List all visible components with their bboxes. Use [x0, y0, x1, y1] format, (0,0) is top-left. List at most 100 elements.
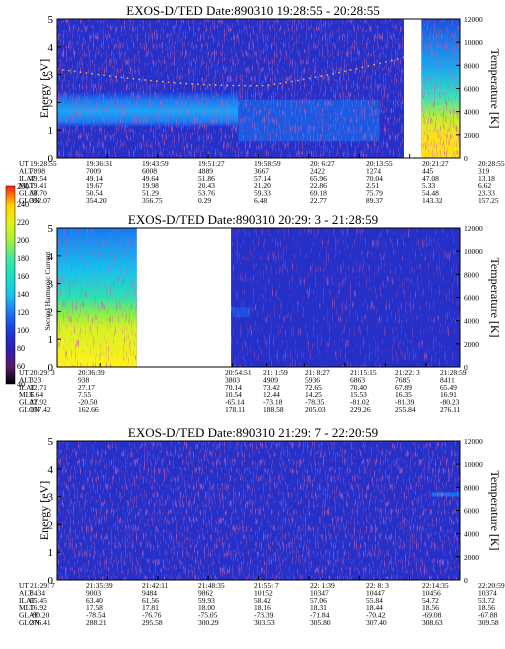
table-cell: 295.58 — [142, 618, 163, 627]
table-cell: -80.23 — [440, 398, 460, 407]
temperature-point — [343, 70, 346, 73]
table-cell: 6008 — [142, 166, 157, 175]
table-row-label: GLON — [19, 405, 40, 414]
table-cell: 308.63 — [422, 618, 443, 627]
colorbar-tick-label: 120 — [17, 308, 29, 317]
colorbar-label: Second Harmonic Current — [43, 251, 52, 331]
panel-3: EXOS-D/TED Date:890310 21:29: 7 - 22:20:… — [19, 425, 505, 627]
y2-tick-label: 2000 — [464, 131, 479, 140]
table-cell: 6863 — [350, 375, 365, 384]
table-cell: 17.81 — [142, 603, 159, 612]
table-cell: 65.96 — [310, 174, 327, 183]
temperature-point — [73, 70, 76, 73]
temperature-point — [373, 63, 376, 66]
table-cell: 288.21 — [86, 618, 107, 627]
table-cell: 51.29 — [142, 189, 159, 198]
y2-axis-label: Temperature [K] — [488, 48, 502, 128]
table-row-label: GLAT — [19, 611, 39, 620]
temperature-point — [173, 81, 176, 84]
temperature-point — [79, 71, 82, 74]
colorbar-tick-label: 100 — [17, 326, 29, 335]
table-cell: 352.07 — [30, 196, 51, 205]
table-cell: 22.77 — [310, 196, 327, 205]
temperature-point — [120, 76, 123, 79]
table-cell: 57.06 — [310, 596, 327, 605]
table-cell: 61.56 — [142, 596, 159, 605]
table-row-label: UT — [19, 581, 29, 590]
temperature-point — [202, 83, 205, 86]
table-cell: -71.84 — [310, 611, 330, 620]
y-axis-label: Energy [eV] — [37, 59, 51, 118]
table-cell: 10456 — [422, 588, 441, 597]
noise-texture — [57, 228, 460, 367]
table-cell: 70.04 — [366, 174, 383, 183]
table-cell: 20.43 — [198, 181, 215, 190]
table-cell: 20:21:27 — [422, 159, 449, 168]
temperature-point — [167, 81, 170, 84]
table-cell: 10.54 — [225, 390, 242, 399]
colorbar: 406080100120140160180200220240250Second … — [5, 182, 52, 389]
table-cell: 49.64 — [142, 174, 159, 183]
table-cell: 49.54 — [30, 174, 47, 183]
table-cell: 5.33 — [422, 181, 435, 190]
table-cell: 9484 — [142, 588, 157, 597]
y2-tick-label: 10000 — [464, 38, 483, 47]
y2-axis-label: Temperature [K] — [488, 257, 502, 337]
temperature-point — [302, 78, 305, 81]
table-cell: 20:28:55 — [478, 159, 505, 168]
ephemeris-table: UTALTILATMLTGLATGLON19:28:55789849.5419.… — [19, 159, 505, 205]
temperature-point — [255, 84, 258, 87]
table-cell: 12.44 — [263, 390, 280, 399]
table-cell: 16.92 — [30, 603, 47, 612]
table-cell: -80.20 — [30, 611, 50, 620]
table-cell: 19:51:27 — [198, 159, 225, 168]
table-cell: 12.71 — [30, 383, 47, 392]
y2-tick-label: 10000 — [464, 247, 483, 256]
table-cell: 20:54:51 — [225, 368, 252, 377]
table-cell: 14.25 — [305, 390, 322, 399]
table-cell: 51.86 — [198, 174, 215, 183]
colorbar-tick-label: 60 — [17, 362, 25, 371]
temperature-point — [220, 84, 223, 87]
table-cell: 157.25 — [478, 196, 499, 205]
table-cell: 22.92 — [30, 398, 47, 407]
y-tick-label: 0 — [48, 362, 54, 374]
temperature-point — [279, 82, 282, 85]
table-row-label: ILAT — [19, 174, 36, 183]
table-cell: 178.11 — [225, 405, 246, 414]
table-cell: 69.18 — [310, 189, 327, 198]
colorbar-tick-label: 180 — [17, 254, 29, 263]
temperature-point — [185, 82, 188, 85]
table-cell: 89.37 — [366, 196, 383, 205]
temperature-point — [296, 79, 299, 82]
table-cell: 19:58:59 — [254, 159, 281, 168]
table-cell: 21:42:11 — [142, 581, 169, 590]
table-cell: 18.44 — [366, 603, 383, 612]
table-cell: 305.80 — [310, 618, 331, 627]
table-cell: 8411 — [440, 375, 455, 384]
temperature-point — [208, 83, 211, 86]
temperature-point — [402, 56, 405, 59]
temperature-point — [67, 69, 70, 72]
table-cell: 22.86 — [310, 181, 327, 190]
table-cell: 65.45 — [30, 596, 47, 605]
table-cell: 229.26 — [350, 405, 371, 414]
table-cell: 58.42 — [254, 596, 271, 605]
table-cell: 319 — [478, 166, 490, 175]
table-cell: 67.89 — [395, 383, 412, 392]
table-cell: 18.56 — [422, 603, 439, 612]
colorbar-tick-label: 80 — [17, 344, 25, 353]
table-cell: 205.03 — [305, 405, 326, 414]
table-cell: 356.75 — [142, 196, 163, 205]
temperature-point — [155, 80, 158, 83]
table-cell: -70.42 — [366, 611, 386, 620]
temperature-point — [138, 78, 141, 81]
table-cell: 59.93 — [198, 596, 215, 605]
table-cell: 63.40 — [86, 596, 103, 605]
temperature-point — [150, 79, 152, 82]
table-cell: 300.29 — [198, 618, 219, 627]
table-cell: 21:35:39 — [86, 581, 113, 590]
y2-tick-label: 6000 — [464, 294, 479, 303]
table-cell: 72.65 — [305, 383, 322, 392]
